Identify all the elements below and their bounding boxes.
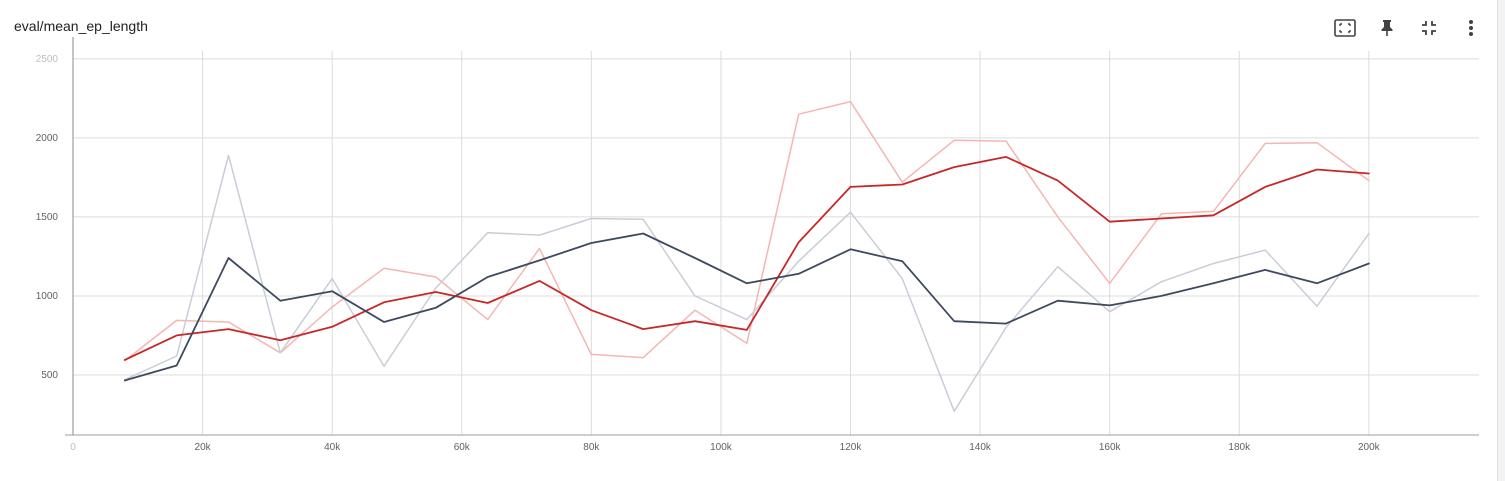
chart-title: eval/mean_ep_length bbox=[14, 18, 148, 34]
x-tick-label: 60k bbox=[454, 442, 471, 453]
more-vert-icon bbox=[1469, 20, 1473, 36]
pin-button[interactable] bbox=[1375, 14, 1399, 42]
scrollbar-track[interactable] bbox=[1497, 0, 1505, 481]
series-line-2-smoothed[interactable] bbox=[123, 155, 1370, 361]
y-tick-label: 2500 bbox=[36, 54, 59, 65]
grid bbox=[73, 51, 1479, 435]
tick-labels: 500 1000 1500 2000 2500 0 20k 40k 60k 80k 100k 120k… bbox=[36, 54, 1381, 453]
series-line-3-smoothed[interactable] bbox=[123, 232, 1370, 382]
collapse-icon bbox=[1422, 21, 1436, 35]
more-options-button[interactable] bbox=[1459, 14, 1483, 42]
series-lines bbox=[123, 100, 1370, 413]
x-tick-label: 140k bbox=[969, 442, 992, 453]
y-tick-label: 1500 bbox=[36, 212, 59, 223]
collapse-button[interactable] bbox=[1417, 14, 1441, 42]
x-tick-label: 0 bbox=[70, 442, 76, 453]
fit-to-domain-icon bbox=[1334, 19, 1356, 37]
y-tick-label: 2000 bbox=[36, 133, 59, 144]
x-tick-label: 160k bbox=[1099, 442, 1122, 453]
series-line-0-raw[interactable] bbox=[124, 100, 1370, 362]
x-tick-label: 100k bbox=[710, 442, 733, 453]
fit-to-domain-button[interactable] bbox=[1333, 14, 1357, 42]
series-line-1-raw[interactable] bbox=[124, 154, 1370, 413]
x-tick-label: 40k bbox=[324, 442, 341, 453]
x-tick-label: 20k bbox=[195, 442, 212, 453]
axes bbox=[65, 37, 1479, 436]
x-tick-label: 120k bbox=[840, 442, 863, 453]
x-tick-label: 80k bbox=[583, 442, 600, 453]
x-tick-label: 200k bbox=[1358, 442, 1381, 453]
card-toolbar bbox=[1333, 14, 1483, 42]
x-tick-label: 180k bbox=[1228, 442, 1251, 453]
y-tick-label: 500 bbox=[41, 370, 58, 381]
pin-icon bbox=[1381, 20, 1393, 36]
y-tick-label: 1000 bbox=[36, 291, 59, 302]
